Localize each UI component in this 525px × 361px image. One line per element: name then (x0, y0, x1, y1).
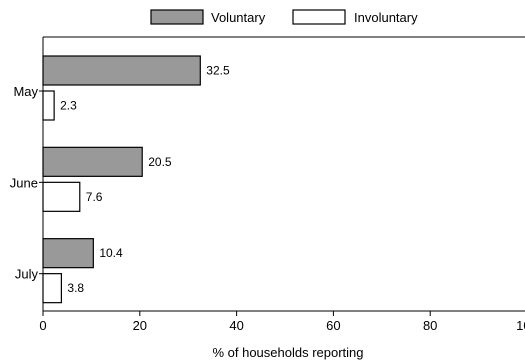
data-label-voluntary-may: 32.5 (206, 64, 230, 78)
bar-voluntary-may (42, 55, 201, 86)
bar-involuntary-june (42, 181, 81, 212)
x-tick-label-100: 100 (516, 318, 525, 333)
legend-label-involuntary: Involuntary (354, 10, 418, 25)
data-label-involuntary-june: 7.6 (86, 190, 103, 204)
data-label-involuntary-july: 3.8 (67, 281, 84, 295)
bar-involuntary-july (42, 273, 62, 304)
y-tick-label-may: May (13, 84, 38, 99)
legend: Voluntary Involuntary (150, 9, 418, 25)
x-tick-label-0: 0 (39, 318, 46, 333)
x-tick-label-40: 40 (229, 318, 243, 333)
x-axis-label: % of households reporting (212, 345, 363, 360)
x-tick-label-80: 80 (423, 318, 437, 333)
data-label-voluntary-june: 20.5 (148, 155, 172, 169)
legend-label-voluntary: Voluntary (211, 10, 266, 25)
data-label-voluntary-july: 10.4 (99, 246, 123, 260)
x-tick-label-60: 60 (326, 318, 340, 333)
bar-voluntary-july (42, 238, 94, 269)
legend-swatch-voluntary (150, 9, 204, 25)
legend-swatch-involuntary (292, 9, 346, 25)
y-tick-label-july: July (15, 267, 39, 282)
data-label-involuntary-may: 2.3 (60, 99, 77, 113)
y-tick-label-june: June (10, 175, 38, 190)
axes: 0 20 40 60 80 100 May June July (10, 36, 525, 333)
bars: 32.5 2.3 20.5 7.6 10.4 3.8 (42, 55, 230, 304)
x-tick-label-20: 20 (133, 318, 147, 333)
bar-voluntary-june (42, 146, 143, 177)
bar-involuntary-may (42, 90, 55, 121)
